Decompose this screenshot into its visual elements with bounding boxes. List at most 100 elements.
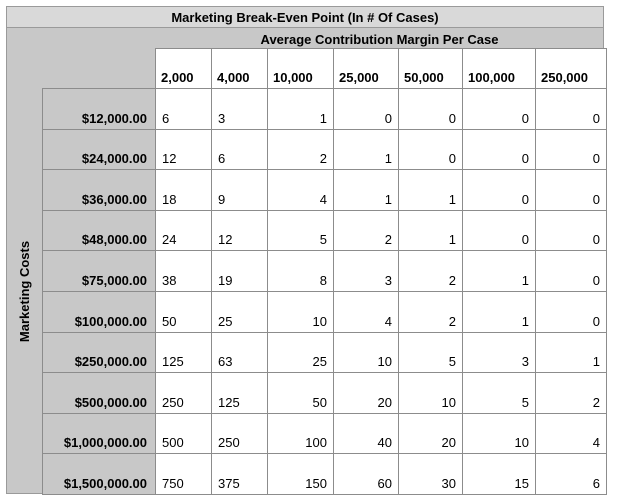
column-header[interactable]: 4,000 — [211, 48, 268, 89]
table-cell[interactable]: 19 — [211, 250, 268, 292]
table-cell[interactable]: 3 — [211, 88, 268, 130]
table-cell[interactable]: 750 — [155, 453, 212, 495]
table-cell[interactable]: 0 — [333, 88, 399, 130]
table-cell[interactable]: 0 — [535, 88, 607, 130]
table-cell[interactable]: 10 — [398, 372, 463, 414]
row-header-marketing-cost[interactable]: $75,000.00 — [42, 250, 156, 292]
table-cell[interactable]: 0 — [535, 209, 607, 252]
table-cell[interactable]: 5 — [267, 209, 334, 252]
column-header[interactable]: 250,000 — [535, 48, 607, 89]
table-cell[interactable]: 1 — [398, 209, 463, 252]
table-cell[interactable]: 5 — [462, 372, 536, 414]
table-cell[interactable]: 8 — [267, 250, 334, 292]
table-cell[interactable]: 0 — [398, 88, 463, 130]
table-row: $100,000.00 50 25 10 4 2 1 0 — [42, 290, 607, 333]
row-header-marketing-cost[interactable]: $12,000.00 — [42, 88, 156, 130]
row-header-marketing-cost[interactable]: $250,000.00 — [42, 331, 156, 374]
table-cell[interactable]: 2 — [398, 250, 463, 292]
table-cell[interactable]: 4 — [333, 290, 399, 333]
table-cell[interactable]: 0 — [535, 250, 607, 292]
column-header[interactable]: 2,000 — [155, 48, 212, 89]
row-header-marketing-cost[interactable]: $1,500,000.00 — [42, 453, 156, 495]
table-cell[interactable]: 24 — [155, 209, 212, 252]
table-cell[interactable]: 2 — [267, 128, 334, 171]
table-cell[interactable]: 40 — [333, 412, 399, 455]
table-cell[interactable]: 10 — [267, 290, 334, 333]
table-row: $250,000.00 125 63 25 10 5 3 1 — [42, 331, 607, 374]
table-cell[interactable]: 0 — [535, 169, 607, 211]
table-cell[interactable]: 12 — [211, 209, 268, 252]
table-cell[interactable]: 1 — [333, 128, 399, 171]
table-cell[interactable]: 60 — [333, 453, 399, 495]
column-header[interactable]: 25,000 — [333, 48, 399, 89]
table-row: $12,000.00 6 3 1 0 0 0 0 — [42, 88, 607, 130]
table-cell[interactable]: 1 — [267, 88, 334, 130]
column-header[interactable]: 10,000 — [267, 48, 334, 89]
table-cell[interactable]: 3 — [333, 250, 399, 292]
table-cell[interactable]: 1 — [462, 250, 536, 292]
table-cell[interactable]: 1 — [398, 169, 463, 211]
table-cell[interactable]: 63 — [211, 331, 268, 374]
table-cell[interactable]: 50 — [267, 372, 334, 414]
table-cell[interactable]: 25 — [211, 290, 268, 333]
table-row: $1,500,000.00 750 375 150 60 30 15 6 — [42, 453, 607, 495]
table-cell[interactable]: 0 — [462, 88, 536, 130]
table-cell[interactable]: 15 — [462, 453, 536, 495]
table-row: $24,000.00 12 6 2 1 0 0 0 — [42, 128, 607, 171]
table-cell[interactable]: 5 — [398, 331, 463, 374]
table-cell[interactable]: 30 — [398, 453, 463, 495]
table-cell[interactable]: 6 — [211, 128, 268, 171]
table-cell[interactable]: 0 — [462, 209, 536, 252]
table-cell[interactable]: 6 — [535, 453, 607, 495]
table-cell[interactable]: 375 — [211, 453, 268, 495]
table-row: $1,000,000.00 500 250 100 40 20 10 4 — [42, 412, 607, 455]
row-axis-label: Marketing Costs — [8, 88, 42, 494]
table-cell[interactable]: 10 — [462, 412, 536, 455]
table-cell[interactable]: 250 — [211, 412, 268, 455]
table-cell[interactable]: 38 — [155, 250, 212, 292]
table-cell[interactable]: 4 — [267, 169, 334, 211]
table-cell[interactable]: 0 — [462, 128, 536, 171]
table-cell[interactable]: 18 — [155, 169, 212, 211]
table-cell[interactable]: 1 — [333, 169, 399, 211]
table-cell[interactable]: 25 — [267, 331, 334, 374]
row-header-marketing-cost[interactable]: $36,000.00 — [42, 169, 156, 211]
table-cell[interactable]: 2 — [398, 290, 463, 333]
table-cell[interactable]: 0 — [535, 290, 607, 333]
table-cell[interactable]: 1 — [462, 290, 536, 333]
table-cell[interactable]: 50 — [155, 290, 212, 333]
corner-cell — [43, 49, 156, 89]
table-cell[interactable]: 10 — [333, 331, 399, 374]
table-cell[interactable]: 1 — [535, 331, 607, 374]
table-cell[interactable]: 150 — [267, 453, 334, 495]
table-cell[interactable]: 2 — [333, 209, 399, 252]
table-cell[interactable]: 9 — [211, 169, 268, 211]
table-cell[interactable]: 0 — [398, 128, 463, 171]
table-cell[interactable]: 0 — [462, 169, 536, 211]
table-row: $48,000.00 24 12 5 2 1 0 0 — [42, 209, 607, 252]
table-cell[interactable]: 3 — [462, 331, 536, 374]
table-title: Marketing Break-Even Point (In # Of Case… — [6, 6, 604, 28]
table-cell[interactable]: 125 — [211, 372, 268, 414]
table-cell[interactable]: 2 — [535, 372, 607, 414]
table-cell[interactable]: 0 — [535, 128, 607, 171]
column-header[interactable]: 50,000 — [398, 48, 463, 89]
table-cell[interactable]: 100 — [267, 412, 334, 455]
row-header-marketing-cost[interactable]: $100,000.00 — [42, 290, 156, 333]
table-cell[interactable]: 20 — [333, 372, 399, 414]
table-cell[interactable]: 250 — [155, 372, 212, 414]
table-cell[interactable]: 125 — [155, 331, 212, 374]
table-cell[interactable]: 12 — [155, 128, 212, 171]
table-cell[interactable]: 6 — [155, 88, 212, 130]
table-row: $500,000.00 250 125 50 20 10 5 2 — [42, 372, 607, 414]
row-header-marketing-cost[interactable]: $24,000.00 — [42, 128, 156, 171]
table-cell[interactable]: 500 — [155, 412, 212, 455]
table-cell[interactable]: 20 — [398, 412, 463, 455]
row-header-marketing-cost[interactable]: $48,000.00 — [42, 209, 156, 252]
row-header-marketing-cost[interactable]: $1,000,000.00 — [42, 412, 156, 455]
table-cell[interactable]: 4 — [535, 412, 607, 455]
row-header-marketing-cost[interactable]: $500,000.00 — [42, 372, 156, 414]
column-header[interactable]: 100,000 — [462, 48, 536, 89]
row-axis-label-text: Marketing Costs — [17, 240, 33, 342]
